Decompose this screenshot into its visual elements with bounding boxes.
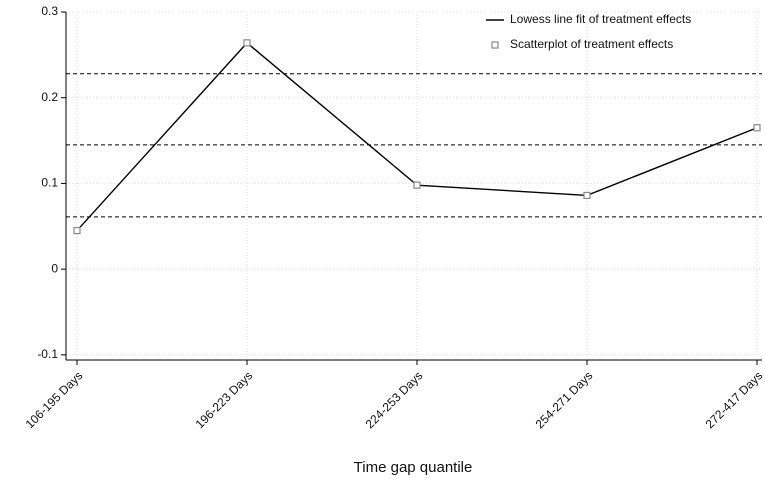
legend-label: Lowess line fit of treatment effects bbox=[510, 12, 691, 26]
legend-label: Scatterplot of treatment effects bbox=[510, 37, 673, 51]
y-tick-label: 0 bbox=[51, 261, 58, 275]
marker bbox=[583, 191, 591, 200]
marker bbox=[413, 181, 421, 189]
x-tick-label: 254-271 Days bbox=[533, 368, 596, 431]
line bbox=[76, 41, 758, 232]
x-tick-label: 224-253 Days bbox=[363, 368, 426, 431]
x-tick-label: 196-223 Days bbox=[193, 368, 256, 431]
y-tick-label: -0.1 bbox=[37, 347, 58, 361]
y-tick-label: 0.3 bbox=[41, 4, 58, 18]
marker bbox=[73, 226, 81, 235]
marker bbox=[243, 39, 251, 47]
x-tick-label: 106-195 Days bbox=[23, 368, 86, 431]
y-tick-label: 0.1 bbox=[41, 176, 58, 190]
legend-swatch bbox=[491, 41, 499, 49]
y-tick-label: 0.2 bbox=[41, 90, 58, 104]
x-axis-label: Time gap quantile bbox=[354, 459, 473, 476]
x-tick-label: 272-417 Days bbox=[703, 368, 765, 431]
marker bbox=[753, 124, 761, 132]
